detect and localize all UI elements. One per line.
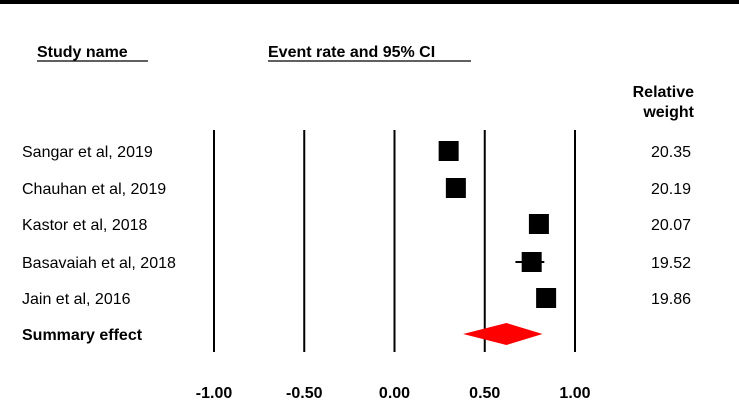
weight-header-line1: Relative <box>633 84 694 101</box>
study-weight: 20.35 <box>651 144 691 161</box>
study-marker <box>536 288 557 308</box>
summary-label: Summary effect <box>22 327 143 344</box>
study-weight: 20.07 <box>651 217 691 234</box>
study-row: Basavaiah et al, 2018 19.52 <box>22 252 691 272</box>
study-row: Sangar et al, 2019 20.35 <box>22 141 691 161</box>
top-border <box>0 0 739 4</box>
study-marker <box>438 141 459 161</box>
x-tick-label: 0.50 <box>469 385 500 402</box>
summary-diamond <box>463 323 543 345</box>
study-name: Basavaiah et al, 2018 <box>22 255 176 272</box>
weight-header-line2: weight <box>642 104 694 121</box>
study-row: Jain et al, 2016 19.86 <box>22 288 691 308</box>
study-weight: 19.86 <box>651 291 691 308</box>
x-tick-label: -1.00 <box>196 385 233 402</box>
gridlines <box>213 130 576 352</box>
study-name-header: Study name <box>37 44 128 61</box>
study-row: Chauhan et al, 2019 20.19 <box>22 178 691 198</box>
study-name: Kastor et al, 2018 <box>22 217 148 234</box>
study-marker <box>445 178 466 198</box>
study-name: Sangar et al, 2019 <box>22 144 153 161</box>
study-marker <box>528 214 549 234</box>
x-tick-label: 0.00 <box>379 385 410 402</box>
effect-header: Event rate and 95% CI <box>268 44 435 61</box>
study-marker <box>521 252 542 272</box>
x-axis-tick-labels: -1.00 -0.50 0.00 0.50 1.00 <box>196 385 591 402</box>
study-row: Kastor et al, 2018 20.07 <box>22 214 691 234</box>
study-name: Chauhan et al, 2019 <box>22 181 166 198</box>
study-weight: 19.52 <box>651 255 691 272</box>
study-rows: Sangar et al, 2019 20.35 Chauhan et al, 20… <box>22 141 691 308</box>
study-name: Jain et al, 2016 <box>22 291 131 308</box>
summary-row: Summary effect <box>22 323 543 345</box>
x-tick-label: -0.50 <box>286 385 323 402</box>
x-tick-label: 1.00 <box>559 385 590 402</box>
study-weight: 20.19 <box>651 181 691 198</box>
